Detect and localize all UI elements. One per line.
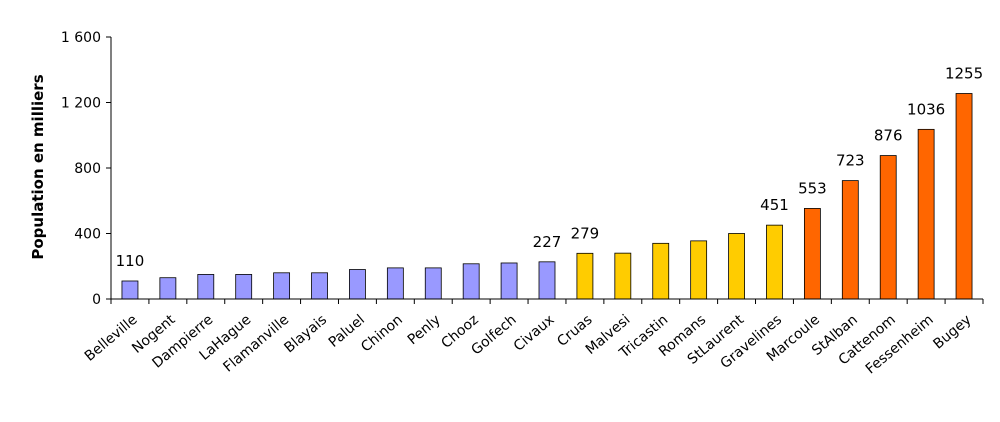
x-tick-label: Chinon — [358, 312, 406, 356]
bar-belleville — [121, 280, 139, 300]
y-axis: 0 400 800 1 200 1 600 — [61, 30, 112, 308]
y-axis-label: Population en milliers — [29, 74, 47, 259]
x-tick-label: Penly — [405, 312, 444, 348]
bar-stlaurent — [728, 233, 745, 300]
bar-blayais — [311, 272, 328, 300]
bar-chinon — [386, 267, 404, 300]
data-label: 723 — [836, 152, 865, 170]
bar-marcoule — [803, 208, 821, 300]
data-label: 451 — [760, 196, 789, 214]
data-label: 553 — [798, 179, 827, 197]
data-label: 1036 — [907, 100, 945, 118]
bar-dampierre — [197, 274, 215, 300]
x-axis: BellevilleNogentDampierreLaHagueFlamanvi… — [82, 298, 984, 377]
data-label: 1255 — [945, 64, 983, 82]
y-tick-label: 0 — [92, 292, 101, 308]
data-label: 279 — [571, 224, 600, 242]
x-tick-label: Civaux — [511, 312, 558, 355]
y-tick-label: 1 200 — [61, 96, 101, 112]
x-tick-label: Blayais — [281, 312, 330, 356]
y-tick-label: 400 — [74, 227, 101, 243]
bar-paluel — [349, 269, 366, 300]
bar-cattenom — [879, 155, 897, 300]
bar-golfech — [500, 262, 518, 300]
bar-flamanville — [273, 272, 291, 300]
bar-cruas — [576, 252, 594, 300]
bar-nogent — [159, 277, 177, 300]
bar-civaux — [538, 261, 556, 300]
bar-stalban — [841, 180, 859, 300]
data-label: 876 — [874, 127, 903, 145]
data-label: 110 — [116, 252, 145, 270]
bar-gravelines — [766, 224, 783, 300]
bar-malvesi — [614, 252, 632, 300]
x-tick-label: Belleville — [82, 312, 141, 365]
x-tick-label: Bugey — [930, 312, 974, 353]
data-label: 227 — [533, 233, 562, 251]
bar-romans — [690, 240, 708, 300]
bar-chooz — [462, 263, 480, 300]
y-tick-label: 1 600 — [61, 30, 101, 46]
y-tick-label: 800 — [74, 161, 101, 177]
bar-bugey — [955, 93, 973, 300]
bar-tricastin — [652, 242, 670, 300]
bar-lahague — [235, 274, 253, 300]
bar-penly — [424, 267, 442, 300]
bar-fessenheim — [917, 128, 935, 300]
